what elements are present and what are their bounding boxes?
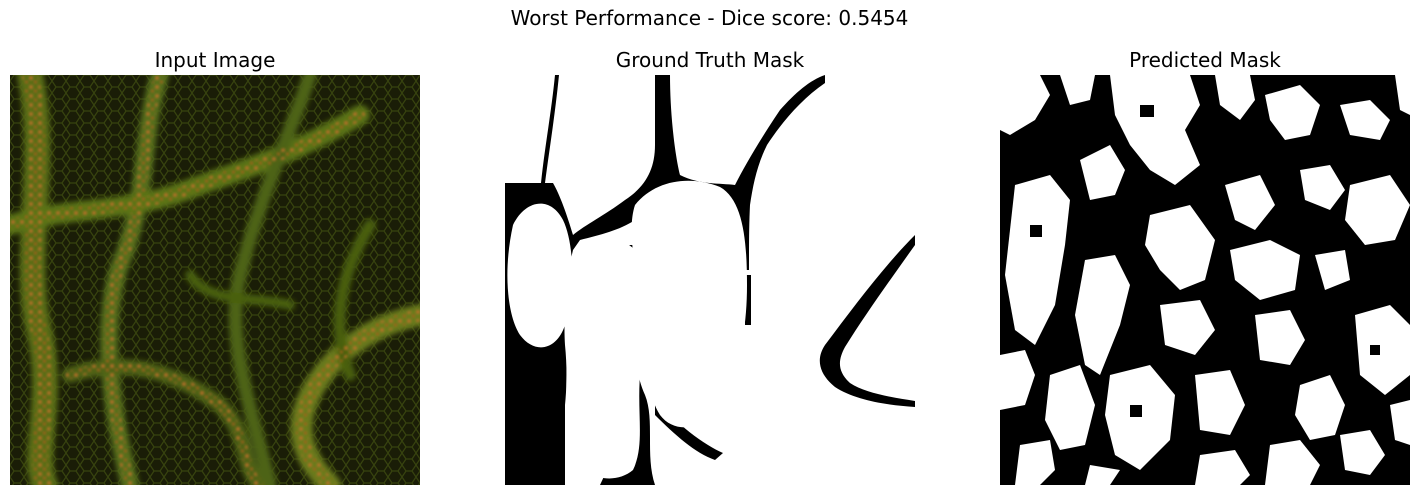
input-image-title: Input Image — [154, 48, 276, 72]
predicted-mask-graphic — [1000, 75, 1410, 485]
predicted-mask-title: Predicted Mask — [1129, 48, 1281, 72]
input-image — [10, 75, 420, 485]
ground-truth-mask — [505, 75, 915, 485]
figure-title: Worst Performance - Dice score: 0.5454 — [510, 6, 909, 30]
input-image-graphic — [10, 75, 420, 485]
predicted-mask — [1000, 75, 1410, 485]
ground-truth-mask-title: Ground Truth Mask — [615, 48, 805, 72]
ground-truth-mask-graphic — [505, 75, 915, 485]
